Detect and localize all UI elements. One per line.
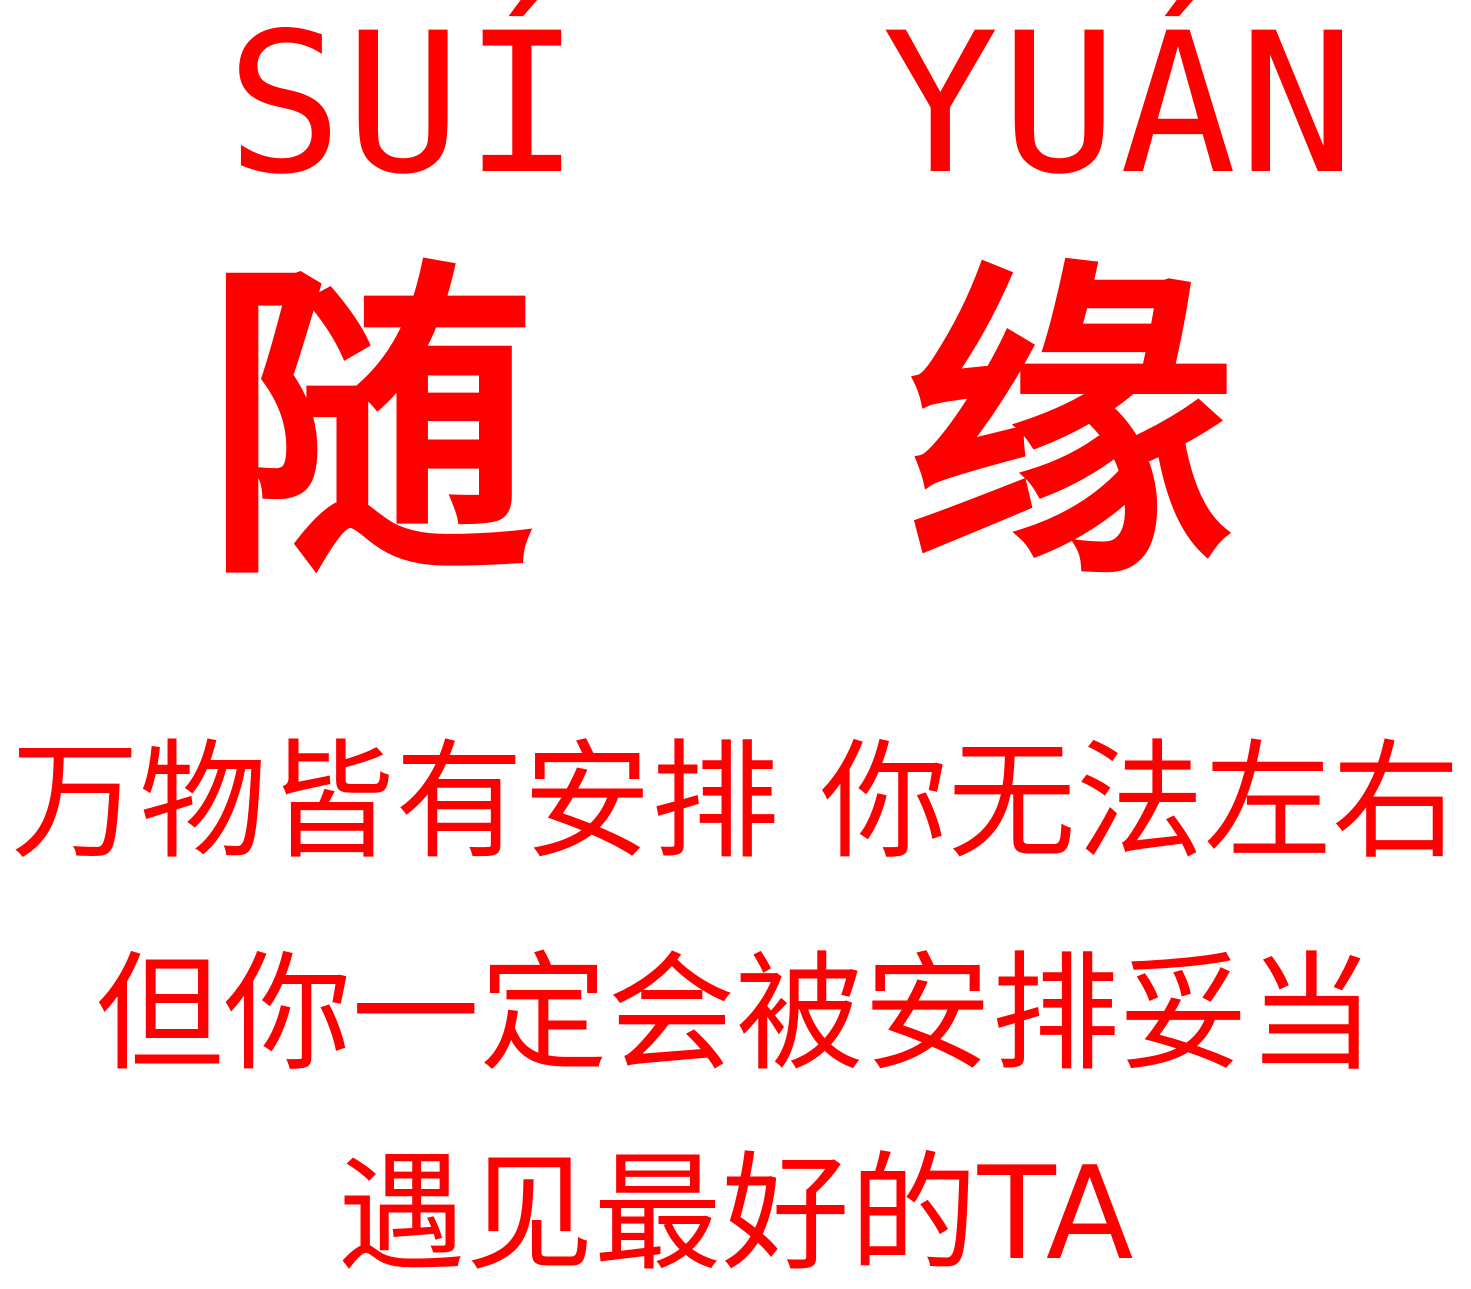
character-yuan: 缘	[905, 231, 1235, 619]
text-line-3: 遇见最好的TA	[337, 1140, 1134, 1289]
pinyin-sui: SUÍ	[226, 0, 583, 217]
character-sui: 随	[205, 231, 535, 619]
pinyin-yuan: YUÁN	[882, 0, 1358, 217]
text-line-2: 但你一定会被安排妥当	[95, 940, 1376, 1089]
text-line-1: 万物皆有安排 你无法左右	[11, 728, 1460, 877]
